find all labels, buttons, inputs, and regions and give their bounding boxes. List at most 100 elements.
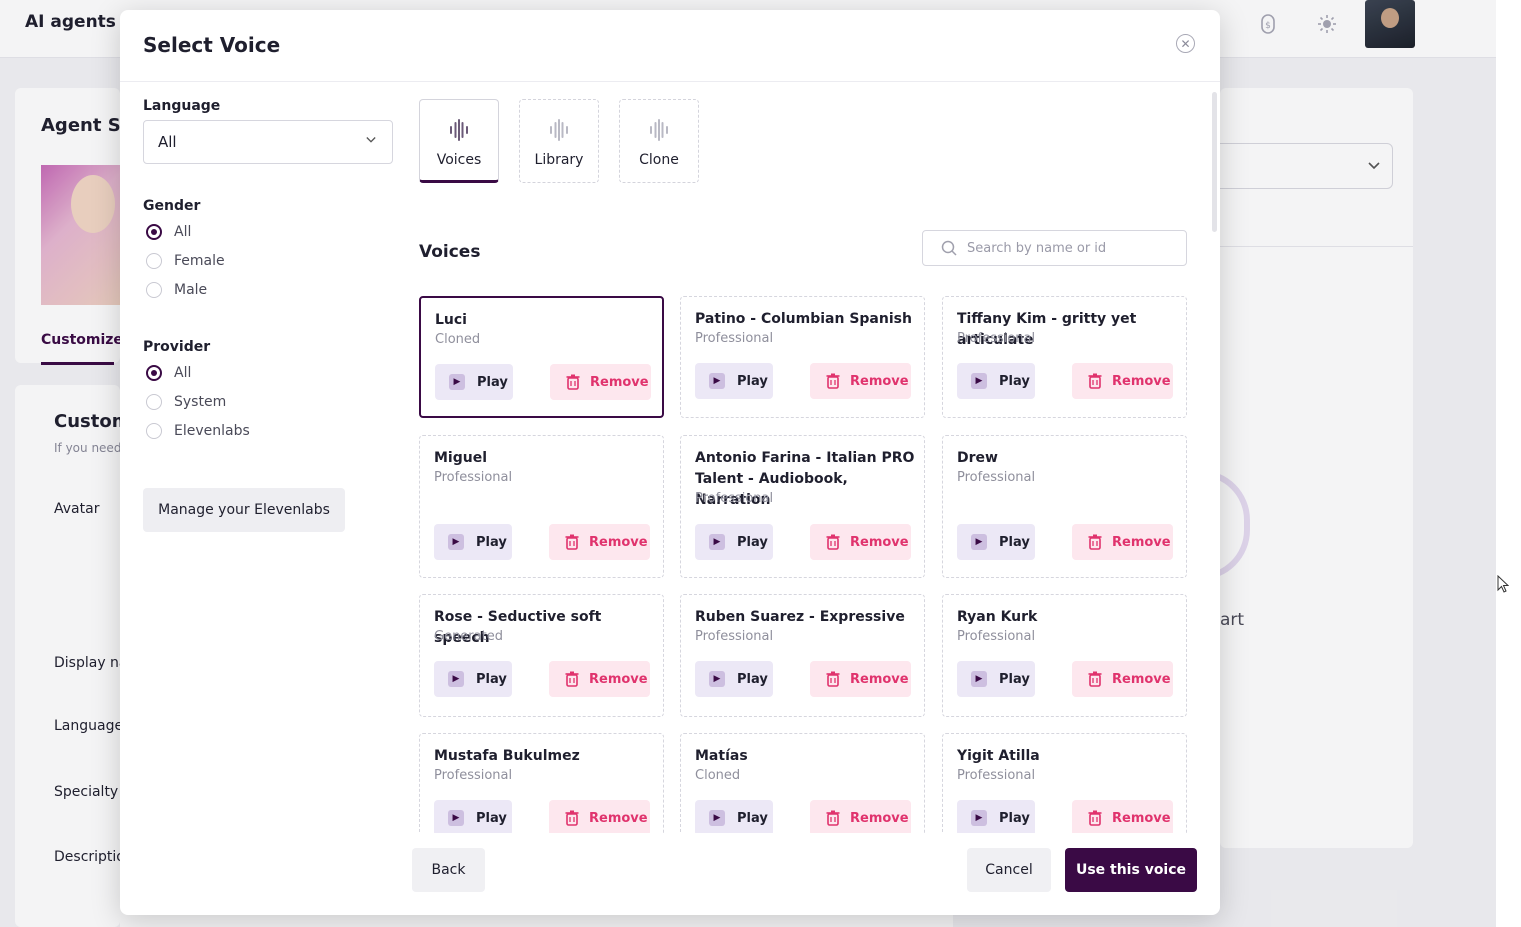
remove-button[interactable]: Remove bbox=[549, 800, 650, 833]
gender-radio[interactable] bbox=[146, 253, 162, 269]
tab-voices[interactable]: Voices bbox=[419, 99, 499, 183]
voice-card[interactable]: Matías Cloned ▶ Play Remove bbox=[680, 733, 925, 833]
play-button[interactable]: ▶ Play bbox=[695, 524, 773, 560]
remove-button[interactable]: Remove bbox=[810, 661, 911, 697]
play-button[interactable]: ▶ Play bbox=[695, 363, 773, 399]
tab-library[interactable]: Library bbox=[519, 99, 599, 183]
remove-button[interactable]: Remove bbox=[1072, 363, 1173, 399]
play-button[interactable]: ▶ Play bbox=[957, 524, 1035, 560]
provider-radio[interactable] bbox=[146, 365, 162, 381]
close-button[interactable]: ✕ bbox=[1176, 34, 1195, 53]
play-button[interactable]: ▶ Play bbox=[434, 661, 512, 697]
select-voice-modal: Select Voice ✕ Language All Gender All Fe… bbox=[120, 10, 1220, 915]
provider-option-2[interactable]: Elevenlabs bbox=[146, 423, 250, 439]
voice-card[interactable]: Ryan Kurk Professional ▶ Play Remove bbox=[942, 594, 1187, 717]
remove-button[interactable]: Remove bbox=[810, 524, 911, 560]
trash-icon bbox=[565, 810, 579, 826]
remove-button[interactable]: Remove bbox=[549, 661, 650, 697]
remove-button[interactable]: Remove bbox=[1072, 661, 1173, 697]
voice-card[interactable]: Tiffany Kim - gritty yet articulate Profe… bbox=[942, 296, 1187, 418]
preview-card: art bbox=[1220, 88, 1413, 848]
gender-option-2[interactable]: Male bbox=[146, 282, 207, 298]
provider-radio[interactable] bbox=[146, 423, 162, 439]
play-button[interactable]: ▶ Play bbox=[695, 661, 773, 697]
remove-button[interactable]: Remove bbox=[549, 524, 650, 560]
remove-button[interactable]: Remove bbox=[550, 364, 651, 400]
scrollbar[interactable] bbox=[1212, 92, 1217, 232]
voice-card[interactable]: Mustafa Bukulmez Professional ▶ Play Remove bbox=[419, 733, 664, 833]
play-icon: ▶ bbox=[971, 671, 987, 687]
voice-card[interactable]: Antonio Farina - Italian PRO Talent - Au… bbox=[680, 435, 925, 578]
voice-type: Professional bbox=[434, 768, 513, 783]
remove-label: Remove bbox=[850, 671, 909, 687]
provider-radio[interactable] bbox=[146, 394, 162, 410]
play-label: Play bbox=[476, 534, 507, 550]
remove-label: Remove bbox=[850, 373, 909, 389]
play-button[interactable]: ▶ Play bbox=[435, 364, 513, 400]
play-label: Play bbox=[999, 373, 1030, 389]
play-button[interactable]: ▶ Play bbox=[434, 800, 512, 833]
tab-clone[interactable]: Clone bbox=[619, 99, 699, 183]
manage-elevenlabs-button[interactable]: Manage your Elevenlabs bbox=[143, 488, 345, 532]
provider-option-0[interactable]: All bbox=[146, 365, 191, 381]
play-icon: ▶ bbox=[709, 534, 725, 550]
gender-option-1[interactable]: Female bbox=[146, 253, 225, 269]
modal-title: Select Voice bbox=[143, 33, 281, 57]
waveform-icon bbox=[650, 119, 668, 141]
currency-icon[interactable]: $ bbox=[1252, 8, 1284, 40]
back-button[interactable]: Back bbox=[412, 848, 485, 892]
user-avatar[interactable] bbox=[1365, 0, 1415, 48]
voice-name: Tiffany Kim - gritty yet articulate bbox=[957, 311, 1137, 348]
search-box[interactable] bbox=[922, 230, 1187, 266]
remove-button[interactable]: Remove bbox=[810, 800, 911, 833]
voice-card[interactable]: Luci Cloned ▶ Play Remove bbox=[419, 296, 664, 418]
voice-card[interactable]: Miguel Professional ▶ Play Remove bbox=[419, 435, 664, 578]
play-button[interactable]: ▶ Play bbox=[957, 800, 1035, 833]
play-label: Play bbox=[999, 810, 1030, 826]
play-label: Play bbox=[999, 671, 1030, 687]
provider-option-1[interactable]: System bbox=[146, 394, 226, 410]
tab-customize[interactable]: Customize bbox=[41, 332, 123, 348]
remove-label: Remove bbox=[850, 810, 909, 826]
use-this-voice-button[interactable]: Use this voice bbox=[1065, 848, 1197, 892]
search-input[interactable] bbox=[967, 240, 1167, 256]
play-button[interactable]: ▶ Play bbox=[957, 363, 1035, 399]
preview-select[interactable] bbox=[1220, 143, 1393, 189]
play-button[interactable]: ▶ Play bbox=[434, 524, 512, 560]
voice-card[interactable]: Rose - Seductive soft speech Generated ▶ Pl… bbox=[419, 594, 664, 717]
language-select[interactable]: All bbox=[143, 120, 393, 164]
gender-radio[interactable] bbox=[146, 224, 162, 240]
gender-filter-label: Gender bbox=[143, 198, 201, 214]
voice-type: Professional bbox=[695, 629, 774, 644]
play-icon: ▶ bbox=[448, 671, 464, 687]
voice-card[interactable]: Yigit Atilla Professional ▶ Play Remove bbox=[942, 733, 1187, 833]
play-icon: ▶ bbox=[709, 671, 725, 687]
trash-icon bbox=[1088, 671, 1102, 687]
voice-type: Professional bbox=[957, 331, 1036, 346]
voice-name: Matías bbox=[695, 748, 748, 764]
voice-type: Cloned bbox=[435, 332, 481, 347]
voice-card[interactable]: Ruben Suarez - Expressive Professional ▶ Pl… bbox=[680, 594, 925, 717]
play-icon: ▶ bbox=[709, 373, 725, 389]
voice-name: Patino - Columbian Spanish bbox=[695, 311, 912, 327]
cancel-button[interactable]: Cancel bbox=[967, 848, 1051, 892]
gender-option-label: Female bbox=[174, 253, 225, 269]
voice-name: Rose - Seductive soft speech bbox=[434, 609, 602, 646]
remove-button[interactable]: Remove bbox=[1072, 800, 1173, 833]
play-button[interactable]: ▶ Play bbox=[957, 661, 1035, 697]
play-label: Play bbox=[477, 374, 508, 390]
mouse-cursor-icon bbox=[1497, 575, 1509, 593]
agent-avatar-image bbox=[41, 165, 120, 305]
remove-button[interactable]: Remove bbox=[1072, 524, 1173, 560]
play-button[interactable]: ▶ Play bbox=[695, 800, 773, 833]
voice-card[interactable]: Patino - Columbian Spanish Professional ▶ P… bbox=[680, 296, 925, 418]
gender-radio[interactable] bbox=[146, 282, 162, 298]
remove-label: Remove bbox=[1112, 671, 1171, 687]
waveform-icon bbox=[550, 119, 568, 141]
play-label: Play bbox=[476, 671, 507, 687]
divider bbox=[1220, 246, 1413, 247]
theme-sun-icon[interactable] bbox=[1311, 8, 1343, 40]
voice-card[interactable]: Drew Professional ▶ Play Remove bbox=[942, 435, 1187, 578]
gender-option-0[interactable]: All bbox=[146, 224, 191, 240]
remove-button[interactable]: Remove bbox=[810, 363, 911, 399]
